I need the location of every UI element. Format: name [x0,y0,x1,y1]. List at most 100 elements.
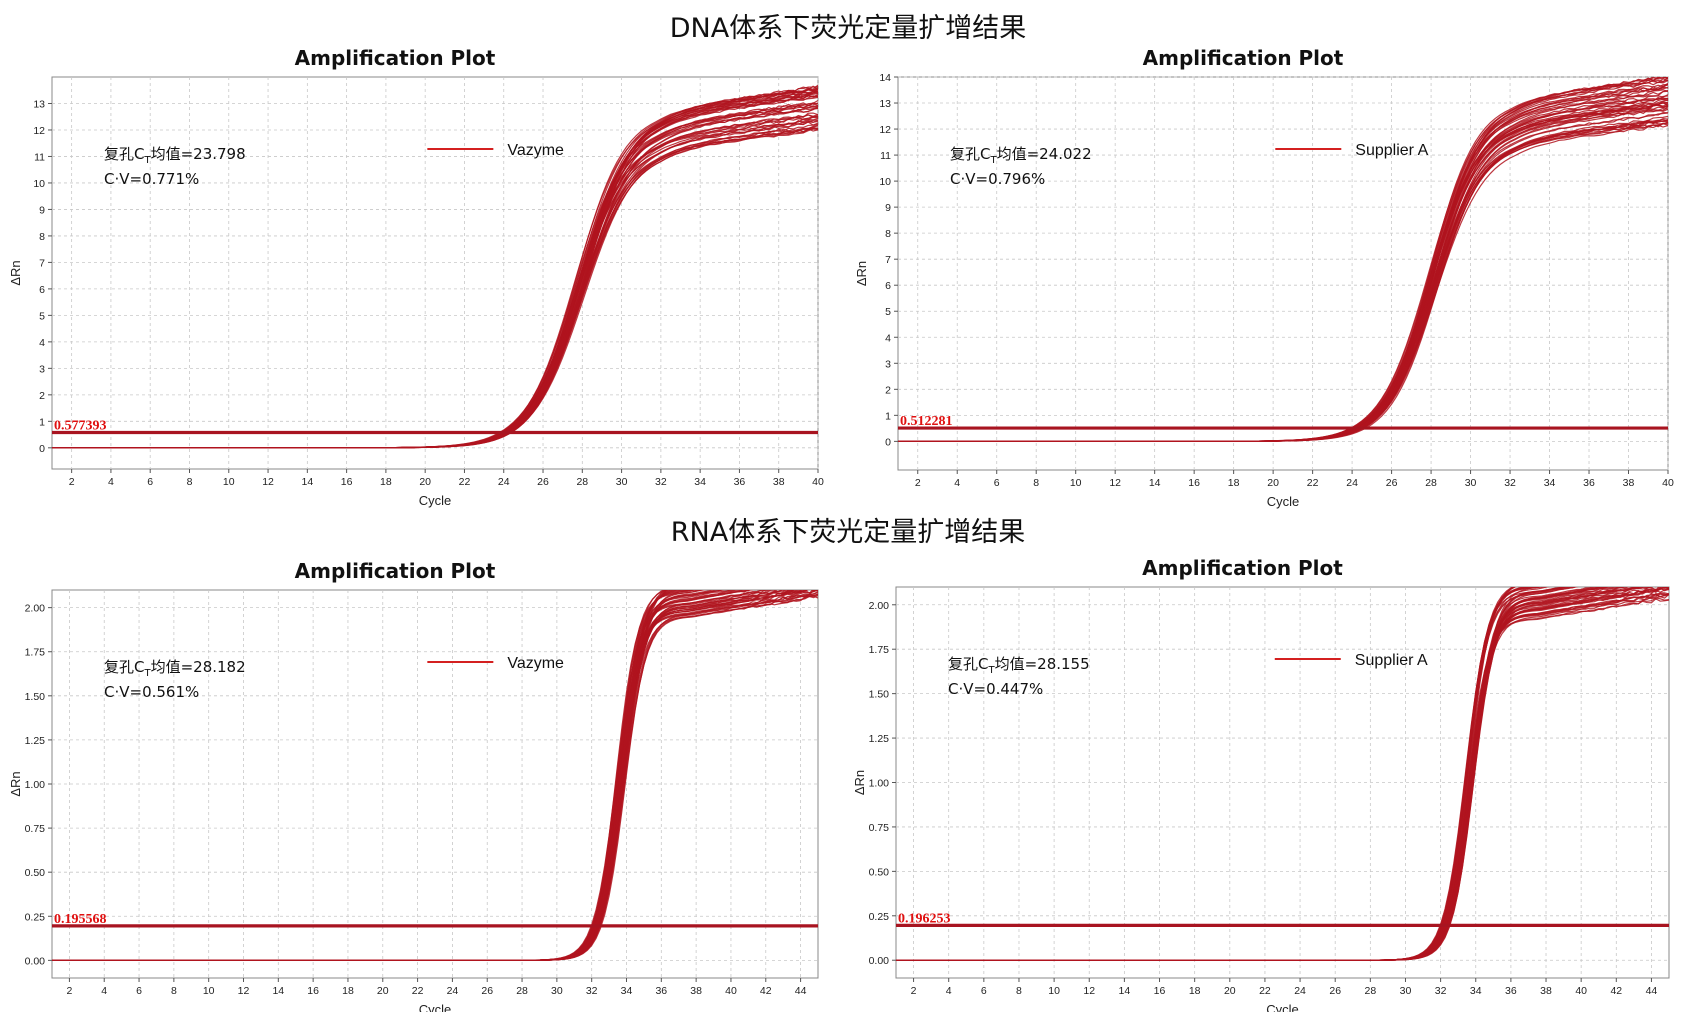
chart-title: Amplification Plot [295,559,496,583]
chart-title: Amplification Plot [295,46,496,70]
y-tick-label: 13 [879,98,891,110]
cv-annotation: C·V=0.796% [950,170,1045,188]
x-tick-label: 16 [307,985,319,997]
x-tick-label: 4 [946,985,952,997]
ct-mean-annotation: 复孔CT均值=24.022 [950,145,1092,166]
x-tick-label: 12 [238,985,250,997]
x-tick-label: 6 [136,985,142,997]
y-tick-label: 4 [885,332,891,344]
x-tick-label: 4 [954,477,960,489]
amplification-curve [898,119,1668,442]
x-tick-label: 8 [187,476,193,488]
x-axis-label: Cycle [1266,1002,1299,1012]
x-tick-label: 24 [1346,477,1358,489]
x-tick-label: 18 [1228,477,1240,489]
x-tick-label: 32 [1504,477,1516,489]
y-tick-label: 2.00 [25,603,46,615]
x-tick-label: 30 [1465,477,1477,489]
x-tick-label: 38 [1623,477,1635,489]
x-tick-label: 20 [377,985,389,997]
amplification-curves [52,590,818,961]
x-tick-label: 12 [1109,477,1121,489]
y-tick-label: 5 [39,310,45,322]
amplification-chart-rna-vazyme: Amplification Plot 2 4 6 8 10 12 14 16 18 20 22 24 26… [0,545,840,1012]
chart-title: Amplification Plot [1143,46,1344,70]
cv-annotation: C·V=0.561% [104,683,199,701]
y-tick-label: 12 [879,124,891,136]
y-tick-label: 0.00 [25,955,46,967]
x-tick-label: 28 [576,476,588,488]
x-tick-label: 20 [419,476,431,488]
amplification-curves [52,84,818,449]
x-tick-label: 22 [1307,477,1319,489]
y-tick-label: 10 [33,178,45,190]
y-tick-label: 10 [879,176,891,188]
x-tick-label: 42 [760,985,772,997]
x-tick-label: 36 [655,985,667,997]
y-tick-label: 8 [39,231,45,243]
x-tick-label: 26 [537,476,549,488]
x-tick-label: 28 [1364,985,1376,997]
y-tick-label: 1.50 [869,689,890,701]
y-tick-label: 8 [885,228,891,240]
x-tick-label: 34 [694,476,706,488]
x-tick-label: 4 [108,476,114,488]
x-tick-label: 4 [101,985,107,997]
y-tick-label: 2 [885,384,891,396]
x-tick-label: 40 [725,985,737,997]
x-tick-label: 30 [1400,985,1412,997]
x-tick-label: 26 [481,985,493,997]
y-tick-label: 0.25 [25,911,46,923]
y-axis-label: ΔRn [8,771,23,796]
x-tick-label: 10 [1070,477,1082,489]
x-tick-label: 2 [66,985,72,997]
y-tick-label: 1.00 [869,778,890,790]
x-tick-label: 30 [616,476,628,488]
plot-area [51,76,819,470]
cv-annotation: C·V=0.771% [104,170,199,188]
legend-label: Supplier A [1355,652,1428,669]
x-axis-label: Cycle [419,1002,452,1012]
x-tick-label: 14 [272,985,284,997]
legend-label: Vazyme [507,142,564,159]
x-tick-label: 10 [203,985,215,997]
x-tick-label: 36 [1505,985,1517,997]
y-tick-label: 0.25 [869,911,890,923]
y-tick-label: 0.75 [869,822,890,834]
y-tick-label: 13 [33,98,45,110]
x-axis-label: Cycle [1267,494,1300,509]
threshold-label: 0.196253 [898,911,951,926]
amplification-curves [898,77,1668,442]
x-tick-label: 20 [1224,985,1236,997]
x-tick-label: 22 [459,476,471,488]
x-tick-label: 28 [516,985,528,997]
ct-mean-annotation: 复孔CT均值=28.155 [948,655,1090,676]
y-tick-label: 1 [885,410,891,422]
x-tick-label: 16 [1188,477,1200,489]
x-axis-label: Cycle [419,493,452,508]
x-tick-label: 14 [1119,985,1131,997]
y-tick-label: 7 [885,254,891,266]
x-tick-label: 18 [342,985,354,997]
y-tick-label: 1.50 [25,691,46,703]
x-tick-label: 6 [147,476,153,488]
x-tick-label: 10 [1048,985,1060,997]
y-tick-label: 0.75 [25,823,46,835]
x-tick-label: 24 [498,476,510,488]
x-tick-label: 16 [341,476,353,488]
x-tick-label: 22 [412,985,424,997]
x-tick-label: 6 [981,985,987,997]
x-tick-label: 32 [1435,985,1447,997]
y-tick-label: 6 [39,284,45,296]
y-tick-label: 0.50 [25,867,46,879]
x-tick-label: 18 [380,476,392,488]
x-tick-label: 34 [621,985,633,997]
x-tick-label: 6 [994,477,1000,489]
y-tick-label: 5 [885,306,891,318]
x-tick-label: 38 [773,476,785,488]
section-title-dna: DNA体系下荧光定量扩增结果 [669,13,1027,44]
x-tick-label: 12 [262,476,274,488]
y-tick-label: 0.00 [869,955,890,967]
